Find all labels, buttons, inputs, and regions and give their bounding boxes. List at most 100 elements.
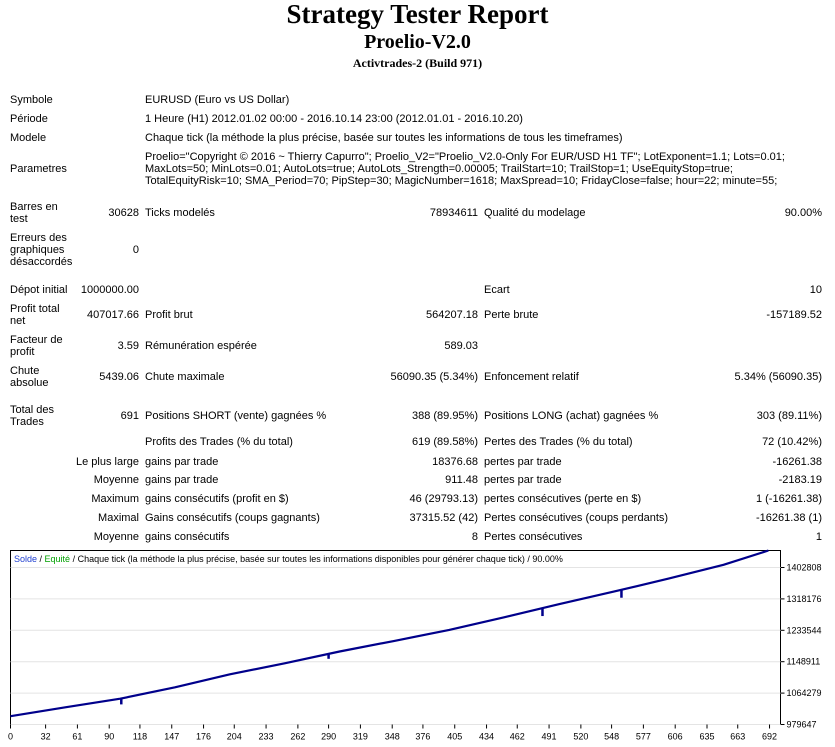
rel-drawdown-label: Enfoncement relatif: [484, 371, 579, 383]
x-tick-label: 376: [415, 732, 430, 742]
largest-label: Le plus large: [76, 456, 139, 468]
profit-trades-label: Profits des Trades (% du total): [145, 436, 293, 448]
balance-chart: Solde / Equité / Chaque tick (la méthode…: [8, 549, 835, 747]
abs-drawdown-label: Chute absolue: [10, 365, 49, 389]
spread-value: 10: [809, 284, 822, 296]
short-positions-label: Positions SHORT (vente) gagnées %: [145, 410, 327, 422]
x-tick-label: 348: [385, 732, 400, 742]
x-tick-label: 520: [573, 732, 588, 742]
max-consec-wins-value: 46 (29793.13): [409, 493, 479, 505]
x-tick-label: 61: [72, 732, 82, 742]
x-tick-label: 663: [730, 732, 745, 742]
gross-profit-label: Profit brut: [145, 309, 193, 321]
legend-balance: Solde: [14, 554, 37, 564]
bars-value: 30628: [108, 207, 139, 219]
x-tick-label: 434: [479, 732, 494, 742]
x-tick-label: 147: [164, 732, 179, 742]
profit-factor-label: Facteur de profit: [10, 334, 63, 358]
total-trades-label: Total des Trades: [10, 404, 55, 428]
legend-sep: /: [37, 554, 45, 564]
bars-label: Barres en test: [10, 201, 58, 225]
x-tick-label: 32: [41, 732, 51, 742]
net-profit-value: 407017.66: [87, 309, 139, 321]
average-consec-wins-value: 8: [471, 531, 478, 543]
x-tick-label: 548: [604, 732, 619, 742]
y-tick-label: 1233544: [787, 625, 822, 635]
maximal-profit-value: 37315.52 (42): [409, 512, 479, 524]
quality-label: Qualité du modelage: [484, 207, 586, 219]
params-value: Proelio="Copyright © 2016 ~ Thierry Capu…: [145, 151, 785, 187]
profit-factor-value: 3.59: [117, 340, 139, 352]
y-tick-label: 1148911: [787, 657, 821, 667]
gross-loss-label: Perte brute: [484, 309, 539, 321]
x-tick-label: 405: [447, 732, 462, 742]
balance-chart-svg: Solde / Equité / Chaque tick (la méthode…: [8, 549, 822, 742]
x-tick-label: 118: [133, 732, 147, 742]
y-tick-label: 979647: [787, 720, 817, 730]
max-drawdown-value: 56090.35 (5.34%): [390, 371, 478, 383]
maximum-label: Maximum: [91, 493, 139, 505]
mismatch-label: Erreurs des graphiques désaccordés: [10, 232, 73, 268]
average-loss-value: -2183.19: [778, 474, 822, 486]
spread-label: Ecart: [484, 284, 510, 296]
x-tick-label: 290: [321, 732, 336, 742]
x-tick-label: 491: [542, 732, 557, 742]
x-tick-label: 0: [8, 732, 13, 742]
deposit-value: 1000000.00: [80, 284, 139, 296]
max-consec-losses-value: 1 (-16261.38): [755, 493, 822, 505]
gross-loss-value: -157189.52: [766, 309, 822, 321]
symbol-value: EURUSD (Euro vs US Dollar): [145, 94, 290, 106]
average-consec-losses-value: 1: [815, 531, 822, 543]
deposit-label: Dépot initial: [10, 284, 68, 296]
y-tick-label: 1064279: [787, 688, 822, 698]
x-tick-label: 176: [196, 732, 211, 742]
maximal-loss-label: Pertes consécutives (coups perdants): [484, 512, 669, 524]
loss-trades-label: Pertes des Trades (% du total): [484, 436, 633, 448]
average-consec-wins-label: gains consécutifs: [145, 531, 230, 543]
legend-equity: Equité: [45, 554, 71, 564]
x-tick-label: 204: [227, 732, 242, 742]
y-tick-label: 1402808: [787, 563, 822, 573]
maximal-loss-value: -16261.38 (1): [755, 512, 822, 524]
largest-profit-value: 18376.68: [432, 456, 478, 468]
x-tick-label: 635: [699, 732, 714, 742]
max-consec-losses-label: pertes consécutives (perte en $): [484, 493, 642, 505]
average-consec-label: Moyenne: [93, 531, 139, 543]
average-consec-losses-label: Pertes consécutives: [484, 531, 583, 543]
abs-drawdown-value: 5439.06: [99, 371, 139, 383]
x-tick-label: 233: [259, 732, 274, 742]
largest-profit-label: gains par trade: [145, 456, 219, 468]
report-title: Strategy Tester Report: [286, 0, 549, 29]
period-value: 1 Heure (H1) 2012.01.02 00:00 - 2016.10.…: [145, 113, 523, 125]
x-tick-label: 577: [636, 732, 651, 742]
x-tick-label: 692: [762, 732, 777, 742]
maximal-label: Maximal: [98, 512, 139, 524]
total-trades-value: 691: [120, 410, 139, 422]
rel-drawdown-value: 5.34% (56090.35): [734, 371, 822, 383]
profit-trades-value: 619 (89.58%): [411, 436, 478, 448]
expert-name: Proelio-V2.0: [364, 31, 471, 53]
short-positions-value: 388 (89.95%): [411, 410, 478, 422]
average-label: Moyenne: [93, 474, 139, 486]
chart-legend: Solde / Equité / Chaque tick (la méthode…: [14, 554, 563, 564]
expected-payoff-value: 589.03: [444, 340, 478, 352]
average-profit-value: 911.48: [445, 474, 478, 486]
long-positions-label: Positions LONG (achat) gagnées %: [484, 410, 659, 422]
model-value: Chaque tick (la méthode la plus précise,…: [145, 132, 623, 144]
gross-profit-value: 564207.18: [426, 309, 478, 321]
params-label: Parametres: [10, 163, 67, 175]
x-tick-label: 90: [104, 732, 114, 742]
max-drawdown-label: Chute maximale: [145, 371, 225, 383]
loss-trades-value: 72 (10.42%): [762, 436, 822, 448]
maximal-profit-label: Gains consécutifs (coups gagnants): [145, 512, 320, 524]
average-profit-label: gains par trade: [145, 474, 219, 486]
model-label: Modele: [10, 132, 47, 144]
server-build: Activtrades-2 (Build 971): [352, 56, 483, 70]
period-label: Période: [10, 113, 48, 125]
average-loss-label: pertes par trade: [484, 474, 562, 486]
ticks-label: Ticks modelés: [145, 207, 215, 219]
x-tick-label: 262: [290, 732, 305, 742]
x-tick-label: 606: [668, 732, 683, 742]
quality-value: 90.00%: [784, 207, 822, 219]
largest-loss-value: -16261.38: [772, 456, 822, 468]
